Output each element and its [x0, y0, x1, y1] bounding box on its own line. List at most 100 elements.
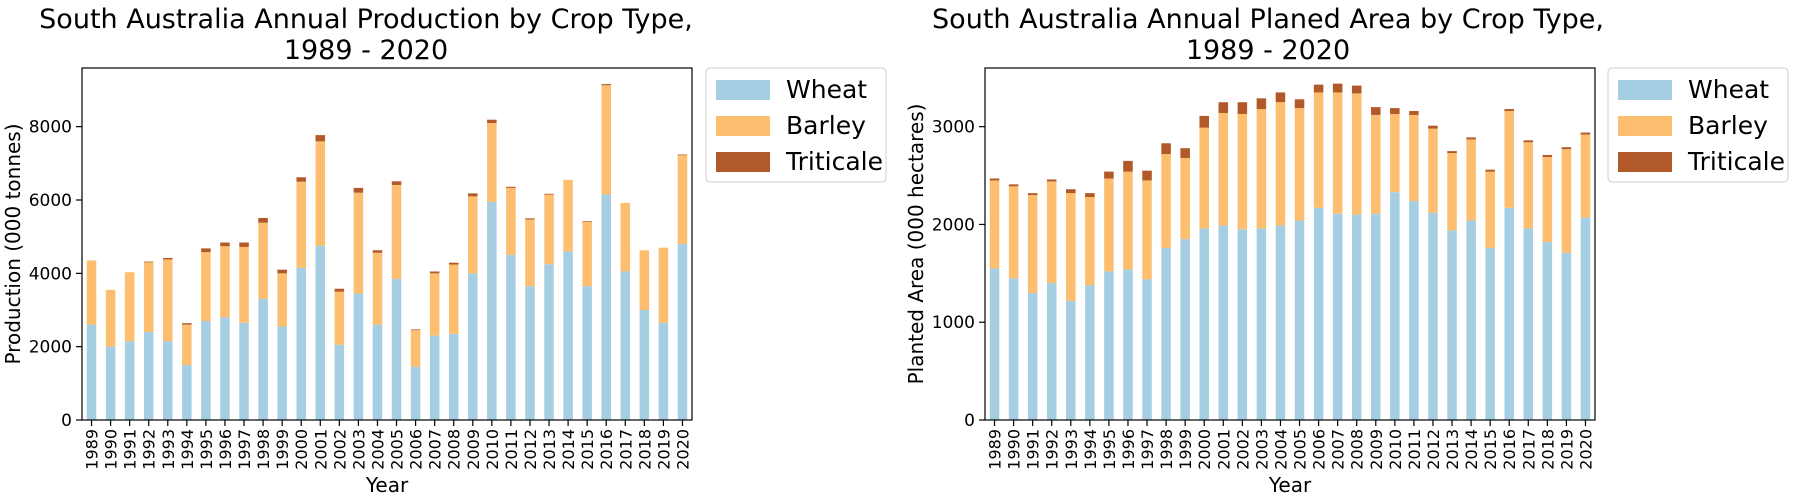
bar-triticale-1993: [163, 257, 173, 260]
bar-triticale-2017: [1523, 140, 1534, 143]
bar-wheat-2017: [1523, 228, 1534, 420]
x-tick-label: 2004: [1271, 429, 1290, 470]
bar-barley-2015: [582, 222, 592, 287]
bar-wheat-2002: [1237, 229, 1248, 420]
x-tick-label: 2000: [1195, 429, 1214, 470]
bar-triticale-2006: [410, 329, 421, 331]
bar-barley-2015: [1485, 171, 1495, 248]
bar-triticale-2013: [544, 193, 554, 195]
legend-swatch-barley: [1618, 116, 1672, 136]
x-axis-label: Year: [365, 473, 409, 497]
x-tick-label: 2001: [1214, 429, 1233, 470]
bar-wheat-2014: [1466, 220, 1476, 420]
bar-barley-2018: [1542, 156, 1553, 243]
bar-triticale-2012: [1428, 125, 1438, 129]
x-tick-label: 1998: [1157, 429, 1176, 470]
x-tick-label: 2007: [426, 429, 445, 470]
chart-title-line2: 1989 - 2020: [1186, 35, 1350, 66]
bar-triticale-2001: [1218, 102, 1229, 113]
x-tick-label: 2013: [540, 429, 559, 470]
x-tick-label: 1998: [254, 429, 273, 470]
bar-wheat-1999: [277, 326, 287, 420]
bar-barley-2005: [1294, 108, 1305, 221]
bar-barley-1996: [1123, 171, 1133, 270]
bar-barley-1997: [1142, 180, 1152, 280]
bar-wheat-2019: [1561, 252, 1572, 420]
bar-barley-1995: [201, 252, 211, 321]
bar-wheat-1989: [989, 268, 1000, 420]
bar-wheat-2012: [1428, 212, 1438, 420]
bar-wheat-2006: [410, 366, 421, 420]
x-tick-label: 2014: [1462, 429, 1481, 470]
bar-wheat-1990: [1008, 278, 1019, 420]
y-tick-label: 1000: [932, 313, 975, 333]
bar-wheat-2006: [1313, 207, 1324, 420]
bar-wheat-1991: [124, 341, 135, 420]
bar-triticale-1996: [1123, 160, 1133, 172]
x-tick-label: 1997: [235, 429, 254, 470]
legend-swatch-barley: [716, 116, 770, 136]
bar-barley-2003: [1256, 109, 1267, 229]
bar-wheat-1993: [1066, 300, 1076, 420]
bar-wheat-1996: [1123, 269, 1133, 420]
y-axis-label: Planted Area (000 hectares): [904, 104, 928, 385]
bar-wheat-2015: [1485, 247, 1495, 420]
bar-barley-1999: [277, 273, 287, 327]
bar-barley-1997: [239, 246, 249, 323]
bar-barley-2002: [1237, 113, 1248, 230]
bar-triticale-2005: [1294, 99, 1305, 109]
chart-title-line1: South Australia Annual Production by Cro…: [39, 4, 693, 35]
bar-wheat-1998: [1161, 247, 1171, 420]
x-tick-label: 2020: [673, 429, 692, 470]
bar-barley-1989: [989, 180, 1000, 269]
bar-barley-2008: [448, 264, 459, 334]
bar-barley-1998: [258, 222, 268, 299]
bar-wheat-2004: [1275, 225, 1286, 420]
bar-barley-2020: [1580, 134, 1591, 218]
bar-wheat-2015: [582, 286, 592, 420]
x-tick-label: 1994: [1081, 429, 1100, 470]
bar-barley-1990: [1008, 186, 1019, 279]
bar-wheat-1989: [86, 324, 97, 420]
bar-barley-1994: [1085, 197, 1095, 286]
bar-wheat-2013: [1447, 230, 1457, 420]
chart-title-line1: South Australia Annual Planed Area by Cr…: [932, 4, 1604, 35]
bar-wheat-2009: [468, 273, 478, 420]
x-tick-label: 2012: [521, 429, 540, 470]
y-tick-label: 2000: [29, 338, 72, 358]
bar-triticale-2000: [296, 177, 306, 182]
bar-wheat-2013: [544, 264, 554, 420]
bar-barley-2014: [563, 179, 573, 252]
bar-barley-2004: [1275, 102, 1286, 226]
bar-barley-1992: [143, 262, 154, 332]
bar-barley-2006: [1313, 92, 1324, 208]
bar-triticale-2010: [487, 119, 497, 123]
x-tick-label: 2002: [1233, 429, 1252, 470]
bar-triticale-1995: [201, 248, 211, 253]
y-tick-label: 3000: [932, 118, 975, 138]
y-axis-label: Production (000 tonnes): [1, 123, 25, 364]
bar-triticale-2003: [1256, 98, 1267, 110]
bar-triticale-1991: [1027, 193, 1038, 196]
legend-label-wheat: Wheat: [786, 75, 867, 104]
x-tick-label: 2017: [1519, 429, 1538, 470]
x-tick-label: 2008: [445, 429, 464, 470]
bar-triticale-2006: [1313, 84, 1324, 93]
bar-triticale-2016: [601, 84, 611, 86]
x-tick-label: 2017: [616, 429, 635, 470]
chart-panel-1: South Australia Annual Production by Cro…: [1, 4, 887, 497]
bar-triticale-2016: [1504, 109, 1514, 112]
legend-swatch-wheat: [716, 80, 770, 100]
bar-wheat-2010: [487, 201, 497, 420]
bar-barley-2008: [1351, 93, 1362, 215]
bar-barley-2017: [620, 202, 631, 272]
bars: [86, 84, 688, 420]
bar-barley-2013: [1447, 153, 1457, 231]
bar-wheat-2000: [1199, 228, 1209, 420]
bar-barley-1995: [1104, 178, 1114, 272]
bar-barley-2018: [639, 250, 650, 310]
x-tick-label: 2011: [502, 429, 521, 470]
bar-triticale-2011: [1409, 111, 1419, 115]
bar-barley-2011: [506, 187, 516, 255]
bar-barley-2007: [429, 273, 440, 336]
